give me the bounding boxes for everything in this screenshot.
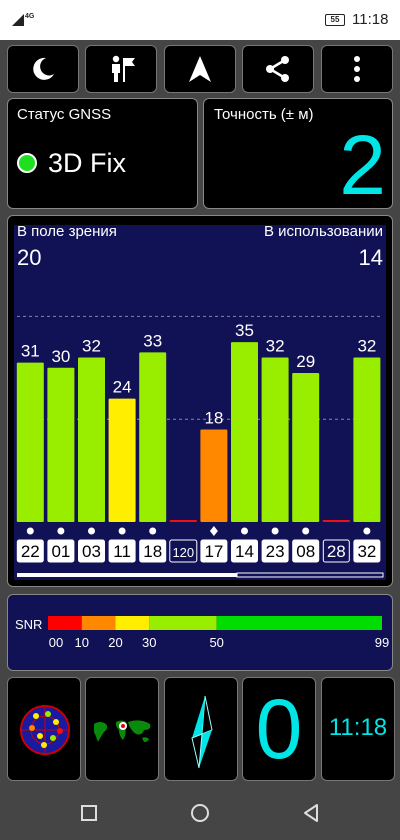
- gnss-status-panel[interactable]: [7, 98, 198, 209]
- in-view-label: В поле зрения: [17, 223, 117, 240]
- network-type: 4G: [25, 13, 35, 20]
- status-time: 11:18: [352, 11, 389, 28]
- navigation-button[interactable]: [164, 45, 236, 93]
- fix-indicator-icon: [17, 153, 37, 173]
- status-bar: 4G 55 11:18: [0, 0, 400, 40]
- home-circle-icon[interactable]: [190, 803, 210, 823]
- more-vert-icon: [354, 56, 360, 82]
- world-map-tile[interactable]: [85, 677, 159, 781]
- compass-tile[interactable]: [164, 677, 238, 781]
- compass-icon: [191, 695, 213, 769]
- accuracy-panel[interactable]: [203, 98, 393, 209]
- gnss-status-value: 3D Fix: [48, 148, 127, 178]
- back-triangle-icon[interactable]: [302, 803, 320, 823]
- snr-label: SNR: [15, 617, 43, 632]
- satellite-count-value: 0: [255, 682, 303, 776]
- navigation-arrow-icon: [189, 56, 211, 82]
- snr-legend-panel: [7, 594, 393, 671]
- in-use-label: В использовании: [264, 223, 383, 240]
- accuracy-label: Точность (± м): [214, 106, 314, 123]
- accuracy-value: 2: [339, 118, 386, 212]
- battery-icon: 55: [325, 14, 345, 26]
- satellite-count-tile[interactable]: [242, 677, 316, 781]
- person-flag-button[interactable]: [85, 45, 157, 93]
- sky-view-tile[interactable]: [7, 677, 81, 781]
- navigation-bar: [0, 788, 400, 840]
- radar-sky-icon: [20, 705, 70, 755]
- signal-icon: 4G: [12, 13, 35, 26]
- in-view-count: 20: [17, 245, 42, 270]
- gnss-status-label: Статус GNSS: [17, 106, 112, 123]
- chart-background: [14, 225, 386, 580]
- recents-square-icon[interactable]: [80, 804, 98, 822]
- more-options-button[interactable]: [321, 45, 393, 93]
- clock-tile[interactable]: [321, 677, 395, 781]
- person-flag-icon: [112, 55, 135, 82]
- in-use-count: 14: [358, 245, 383, 270]
- share-icon: [266, 56, 289, 82]
- clock-value: 11:18: [328, 714, 388, 741]
- share-button[interactable]: [242, 45, 314, 93]
- moon-icon: [33, 57, 54, 80]
- world-map-icon: [92, 720, 154, 744]
- night-mode-button[interactable]: [7, 45, 79, 93]
